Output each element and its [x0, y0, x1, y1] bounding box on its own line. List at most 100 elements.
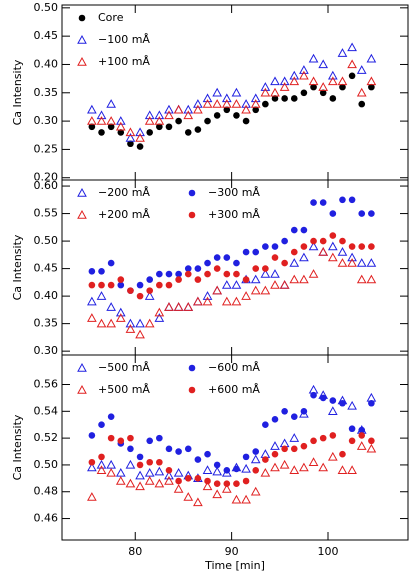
point — [213, 480, 221, 487]
point — [184, 129, 192, 136]
point — [193, 497, 203, 507]
point — [193, 296, 203, 306]
point — [308, 241, 319, 251]
y-tick-label: 0.30 — [34, 344, 59, 357]
point — [339, 196, 346, 204]
point — [136, 281, 144, 289]
point — [260, 82, 271, 91]
point — [319, 434, 327, 442]
point — [310, 437, 317, 445]
point — [202, 291, 213, 300]
point — [270, 280, 280, 289]
point — [356, 274, 367, 284]
legend-marker — [78, 14, 86, 22]
point — [233, 465, 240, 473]
point — [271, 254, 279, 261]
point — [368, 83, 375, 91]
point — [300, 226, 308, 234]
y-tick-label: 0.45 — [34, 29, 59, 42]
point — [348, 196, 356, 204]
point — [115, 313, 126, 322]
y-tick-label: 0.40 — [34, 57, 59, 70]
point — [173, 104, 184, 114]
point — [368, 437, 375, 445]
point — [260, 285, 271, 295]
point — [183, 492, 194, 501]
point — [289, 258, 300, 267]
point — [347, 252, 357, 262]
y-tick-label: 0.56 — [34, 377, 59, 390]
point — [337, 258, 348, 267]
point — [281, 445, 288, 453]
point — [329, 432, 337, 439]
point — [127, 434, 134, 442]
point — [164, 470, 174, 480]
point — [107, 123, 115, 131]
y-axis-label: Ca Intensity — [11, 234, 24, 300]
point — [329, 397, 337, 404]
point — [241, 99, 251, 108]
point — [183, 104, 194, 114]
point — [173, 484, 184, 493]
point — [136, 461, 144, 469]
point — [146, 458, 154, 466]
point — [175, 117, 182, 125]
y-tick-label: 0.40 — [34, 289, 59, 302]
point — [348, 437, 356, 445]
point — [164, 110, 174, 120]
point — [117, 437, 125, 445]
point — [156, 270, 163, 278]
point — [366, 76, 377, 86]
point — [135, 127, 145, 137]
point — [144, 291, 155, 300]
point — [337, 247, 348, 256]
point — [327, 406, 338, 416]
point — [221, 99, 232, 108]
point — [98, 281, 105, 289]
point — [358, 100, 366, 108]
point — [146, 287, 154, 294]
point — [279, 76, 290, 86]
point — [358, 210, 366, 217]
point — [164, 475, 174, 485]
y-tick-label: 0.54 — [34, 404, 59, 417]
point — [262, 265, 269, 272]
point — [271, 243, 279, 250]
point — [204, 450, 211, 458]
point — [310, 199, 317, 206]
plot-frame — [61, 354, 409, 541]
point — [308, 53, 319, 63]
point — [98, 268, 105, 275]
point — [135, 133, 145, 142]
point — [348, 243, 356, 250]
point — [231, 99, 242, 108]
point — [165, 445, 173, 453]
point — [260, 467, 271, 477]
point — [88, 281, 96, 289]
point — [279, 82, 290, 91]
point — [165, 123, 173, 131]
point — [356, 87, 367, 97]
y-tick-label: 0.60 — [34, 179, 59, 192]
point — [96, 110, 107, 120]
point — [194, 126, 202, 133]
legend-marker — [188, 364, 196, 372]
point — [327, 451, 338, 461]
point — [96, 459, 107, 469]
point — [231, 296, 242, 306]
point — [366, 258, 377, 267]
point — [165, 466, 173, 474]
point — [270, 462, 280, 472]
point — [135, 318, 145, 328]
y-tick-label: 0.48 — [34, 485, 59, 498]
point — [213, 254, 221, 261]
y-tick-label: 0.52 — [34, 431, 59, 444]
point — [175, 448, 182, 455]
point — [290, 445, 298, 453]
point — [184, 265, 192, 272]
legend-marker — [77, 187, 87, 197]
point — [115, 307, 126, 317]
point — [250, 274, 261, 284]
point — [115, 467, 126, 477]
point — [193, 104, 203, 114]
